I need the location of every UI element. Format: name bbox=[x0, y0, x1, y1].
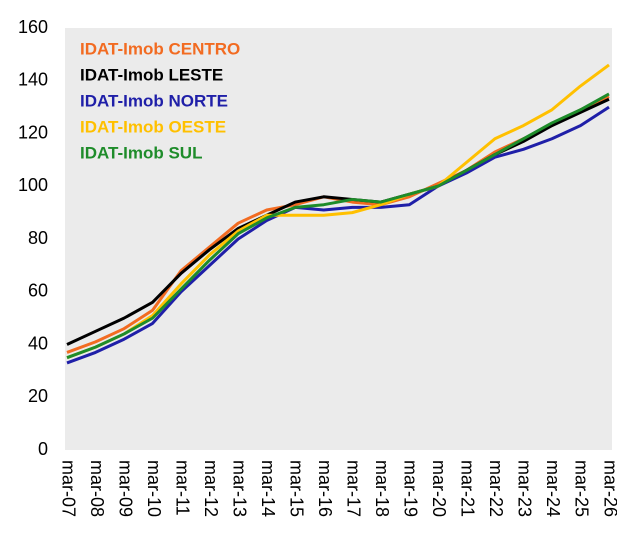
legend-entry: IDAT-Imob NORTE bbox=[80, 91, 228, 110]
x-tick-label: mar-11 bbox=[172, 460, 192, 516]
x-tick-label: mar-18 bbox=[372, 460, 392, 517]
x-tick-label: mar-25 bbox=[572, 460, 592, 517]
x-tick-label: mar-08 bbox=[87, 460, 107, 517]
y-tick-label: 100 bbox=[18, 175, 48, 195]
x-tick-label: mar-12 bbox=[201, 460, 221, 517]
y-tick-label: 80 bbox=[28, 228, 48, 248]
x-tick-label: mar-23 bbox=[515, 460, 535, 517]
x-tick-label: mar-24 bbox=[543, 460, 563, 517]
y-tick-label: 20 bbox=[28, 386, 48, 406]
y-tick-label: 140 bbox=[18, 70, 48, 90]
y-tick-label: 120 bbox=[18, 122, 48, 142]
series-line bbox=[66, 63, 610, 360]
series-line bbox=[66, 105, 610, 365]
y-tick-label: 40 bbox=[28, 333, 48, 353]
x-tick-label: mar-22 bbox=[486, 460, 506, 517]
y-tick-label: 60 bbox=[28, 281, 48, 301]
x-tick-label: mar-15 bbox=[286, 460, 306, 517]
plot-area bbox=[65, 28, 612, 450]
y-tick-label: 160 bbox=[18, 17, 48, 37]
x-tick-label: mar-20 bbox=[429, 460, 449, 517]
series-line bbox=[66, 92, 610, 360]
x-tick-label: mar-09 bbox=[115, 460, 135, 517]
y-tick-label: 0 bbox=[38, 439, 48, 459]
legend-entry: IDAT-Imob OESTE bbox=[80, 117, 226, 136]
x-tick-label: mar-16 bbox=[315, 460, 335, 517]
x-tick-label: mar-14 bbox=[258, 460, 278, 517]
x-tick-label: mar-21 bbox=[458, 460, 478, 517]
x-tick-label: mar-10 bbox=[144, 460, 164, 517]
legend-entry: IDAT-Imob LESTE bbox=[80, 65, 223, 84]
x-tick-label: mar-26 bbox=[600, 460, 617, 517]
x-tick-label: mar-19 bbox=[401, 460, 421, 517]
x-tick-label: mar-07 bbox=[58, 460, 78, 517]
series-line bbox=[66, 97, 610, 346]
x-tick-label: mar-17 bbox=[344, 460, 364, 517]
x-tick-label: mar-13 bbox=[229, 460, 249, 517]
legend-entry: IDAT-Imob CENTRO bbox=[80, 39, 240, 58]
legend-entry: IDAT-Imob SUL bbox=[80, 143, 202, 162]
